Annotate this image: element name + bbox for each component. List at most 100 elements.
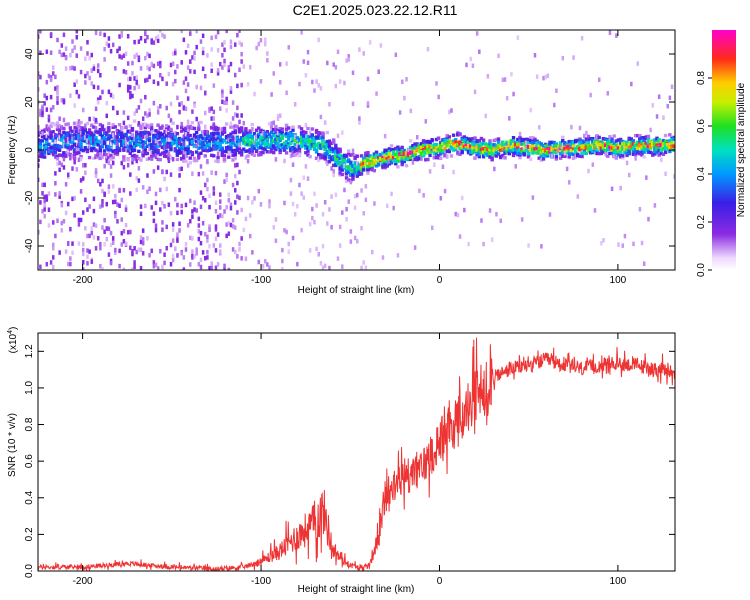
- spectrogram-cell: [334, 160, 338, 165]
- spectrogram-cell: [306, 49, 310, 55]
- spectrogram-cell: [293, 149, 297, 153]
- spectrogram-cell: [193, 69, 196, 75]
- spectrogram-cell: [182, 255, 186, 260]
- spectrogram-cell: [207, 148, 212, 152]
- spectrogram-cell: [179, 146, 184, 151]
- spectrogram-cell: [216, 146, 220, 150]
- spectrogram-cell: [79, 142, 83, 146]
- spectrogram-cell: [567, 154, 571, 159]
- spectrogram-cell: [71, 136, 74, 141]
- spectrogram-cell: [479, 136, 484, 141]
- spectrogram-cell: [221, 90, 224, 95]
- spectrogram-cell: [66, 143, 70, 148]
- spectrogram-cell: [513, 142, 518, 147]
- spectrogram-cell: [114, 134, 117, 140]
- spectrogram-cell: [207, 139, 212, 143]
- spectrogram-cell: [353, 161, 357, 165]
- spectrogram-cell: [134, 137, 139, 141]
- spectrogram-cell: [227, 148, 231, 152]
- spectrogram-cell: [182, 267, 186, 270]
- spectrogram-cell: [73, 213, 76, 218]
- spectrogram-cell: [116, 141, 119, 147]
- spectrogram-cell: [126, 230, 130, 235]
- spectrogram-cell: [343, 80, 346, 86]
- spectrogram-cell: [192, 159, 197, 163]
- spectrogram-cell: [66, 122, 70, 126]
- spectrogram-cell: [199, 120, 203, 125]
- spectrogram-cell: [68, 137, 73, 141]
- spectrogram-cell: [96, 152, 100, 157]
- spectrogram-cell: [505, 142, 509, 146]
- spectrogram-cell: [236, 32, 239, 38]
- spectrogram-cell: [272, 127, 276, 132]
- spectrogram-cell: [456, 142, 460, 147]
- spectrogram-cell: [330, 224, 333, 230]
- spectrogram-cell: [334, 192, 338, 198]
- spectrogram-cell: [118, 46, 121, 51]
- spectrogram-cell: [546, 154, 550, 158]
- spectrogram-cell: [520, 151, 524, 156]
- spectrogram-cell: [426, 144, 430, 148]
- spectrogram-cell: [353, 171, 357, 175]
- spectrogram-cell: [149, 146, 154, 150]
- spectrogram-cell: [133, 39, 136, 45]
- spectrogram-cell: [186, 145, 190, 149]
- spectrogram-cell: [137, 156, 141, 161]
- spectrogram-cell: [398, 158, 402, 163]
- spectrogram-cell: [312, 142, 317, 147]
- spectrogram-cell: [49, 124, 53, 129]
- spectrogram-cell: [99, 95, 102, 100]
- spectrogram-cell: [490, 152, 494, 156]
- spectrogram-cell: [124, 141, 128, 147]
- spectrogram-cell: [71, 241, 74, 246]
- spectrogram-cell: [646, 144, 651, 148]
- spectrogram-cell: [584, 151, 589, 156]
- spectrogram-cell: [454, 145, 458, 150]
- spectrogram-cell: [413, 157, 417, 162]
- spectrogram-cell: [107, 128, 111, 133]
- spectrogram-cell: [248, 133, 252, 137]
- spectrogram-cell: [96, 139, 100, 143]
- spectrogram-cell: [164, 150, 169, 154]
- spectrogram-cell: [88, 144, 91, 149]
- spectrogram-cell: [359, 154, 364, 158]
- spectrogram-cell: [216, 136, 220, 140]
- spectrogram-cell: [475, 151, 479, 155]
- spectrogram-cell: [330, 166, 333, 171]
- spectrogram-cell: [531, 136, 535, 140]
- spectrogram-cell: [561, 151, 565, 155]
- spectrogram-cell: [503, 151, 507, 155]
- spectrogram-cell: [263, 131, 267, 135]
- spectrogram-cell: [236, 180, 239, 186]
- spectrogram-cell: [263, 134, 267, 138]
- spectrogram-cell: [381, 255, 385, 260]
- spectrogram-cell: [238, 30, 241, 33]
- spectrogram-cell: [323, 152, 327, 156]
- spectrogram-cell: [210, 47, 213, 52]
- spectrogram-cell: [71, 48, 74, 54]
- spectrogram-cell: [66, 241, 70, 247]
- spectrogram-cell: [488, 142, 492, 146]
- spectrogram-cell: [276, 137, 280, 141]
- spectrogram-cell: [146, 113, 149, 118]
- spectrogram-cell: [616, 138, 621, 142]
- spectrogram-cell: [109, 141, 113, 146]
- spectrogram-cell: [554, 157, 559, 161]
- spectrogram-cell: [280, 131, 284, 135]
- spectrogram-cell: [346, 170, 351, 174]
- spectrogram-cell: [201, 140, 205, 145]
- spectrogram-cell: [376, 154, 381, 158]
- spectrogram-cell: [422, 193, 425, 198]
- spectrogram-cell: [156, 151, 160, 155]
- spectrogram-cell: [355, 164, 359, 168]
- spectrogram-cell: [156, 123, 160, 127]
- spectrogram-cell: [229, 205, 233, 211]
- spectrogram-cell: [51, 71, 55, 76]
- spectrogram-cell: [176, 238, 179, 243]
- spectrogram-cell: [122, 53, 126, 59]
- spectrogram-cell: [98, 149, 102, 153]
- spectrogram-cell: [426, 46, 430, 52]
- spectrogram-cell: [372, 158, 377, 163]
- spectrogram-cell: [278, 132, 282, 136]
- spectrogram-cell: [205, 140, 210, 145]
